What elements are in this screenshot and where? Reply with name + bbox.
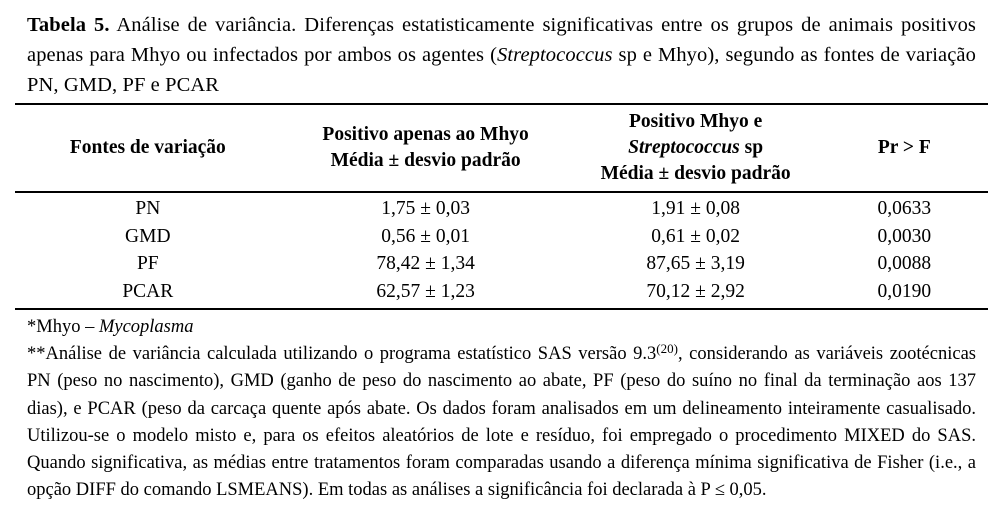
header-pr-f: Pr > F (820, 104, 988, 193)
header-row: Fontes de variação Positivo apenas ao Mh… (15, 104, 988, 193)
header-positivo-ambos: Positivo Mhyo e Streptococcus sp Média ±… (570, 104, 821, 193)
caption-label: Tabela 5. (27, 14, 110, 36)
footnote-mhyo: *Mhyo – Mycoplasma (27, 314, 976, 341)
cell-both: 70,12 ± 2,92 (570, 277, 821, 310)
cell-pr: 0,0633 (877, 198, 932, 219)
cell-fonte: PF (136, 253, 159, 274)
cell-fonte: GMD (125, 225, 171, 247)
footnote-methods: **Análise de variância calculada utiliza… (27, 341, 976, 504)
table-row-pf: PF 78,42 ± 1,34 87,65 ± 3,19 0,0088 (15, 250, 988, 278)
cell-mhyo: 78,42 ± 1,34 (376, 253, 475, 274)
table-caption: Tabela 5. Análise de variância. Diferenç… (27, 10, 976, 100)
header-mhyo-line1: Positivo apenas ao Mhyo (322, 124, 529, 145)
header-both-sp: sp (739, 137, 764, 158)
footnote-reference-superscript: (20) (656, 341, 678, 357)
cell-pr: 0,0088 (877, 253, 932, 274)
table-row-pcar: PCAR 62,57 ± 1,23 70,12 ± 2,92 0,0190 (15, 277, 988, 310)
header-mhyo-line2: Média ± desvio padrão (330, 150, 521, 171)
cell-fonte: PCAR (15, 277, 281, 310)
cell-both: 1,91 ± 0,08 (651, 198, 740, 219)
cell-mhyo: 1,75 ± 0,03 (381, 198, 470, 219)
cell-pr: 0,0190 (820, 277, 988, 310)
header-both-streptococcus: Streptococcus (628, 137, 740, 158)
table-footnotes: *Mhyo – Mycoplasma **Análise de variânci… (27, 314, 976, 504)
anova-table-wrap: Fontes de variação Positivo apenas ao Mh… (15, 103, 988, 310)
footnote-mhyo-prefix: *Mhyo – (27, 317, 99, 337)
anova-table: Fontes de variação Positivo apenas ao Mh… (15, 103, 988, 310)
cell-mhyo: 62,57 ± 1,23 (280, 277, 571, 310)
caption-text-1: Análise de variância. Diferenças estatis… (27, 14, 976, 66)
cell-both: 0,61 ± 0,02 (651, 225, 740, 247)
cell-fonte: PN (135, 198, 161, 219)
caption-italic-term: Streptococcus (497, 44, 613, 66)
footnote-mhyo-mycoplasma: Mycoplasma (98, 317, 194, 337)
table-body: PN 1,75 ± 0,03 1,91 ± 0,08 0,0633 GMD 0,… (15, 192, 988, 310)
header-positivo-mhyo: Positivo apenas ao Mhyo Média ± desvio p… (280, 104, 571, 193)
header-fontes-label: Fontes de variação (69, 137, 226, 158)
table-row-gmd: GMD 0,56 ± 0,01 0,61 ± 0,02 0,0030 (15, 223, 988, 251)
cell-both: 87,65 ± 3,19 (646, 253, 745, 274)
header-both-line1: Positivo Mhyo e (628, 111, 763, 132)
table-header: Fontes de variação Positivo apenas ao Mh… (15, 104, 988, 193)
cell-mhyo: 0,56 ± 0,01 (381, 225, 470, 247)
header-both-line3: Média ± desvio padrão (600, 163, 791, 184)
caption-text-2: sp e Mhyo), segundo as fontes de variaçã… (27, 44, 976, 96)
header-prf-label: Pr > F (877, 137, 931, 158)
cell-pr: 0,0030 (877, 225, 932, 247)
table-row-pn: PN 1,75 ± 0,03 1,91 ± 0,08 0,0633 (15, 192, 988, 223)
header-fontes-de-variacao: Fontes de variação (15, 104, 281, 193)
footnote-methods-text-1: **Análise de variância calculada utiliza… (27, 344, 657, 365)
footnote-methods-text-2: , considerando as variáveis zootécnicas … (27, 344, 976, 501)
